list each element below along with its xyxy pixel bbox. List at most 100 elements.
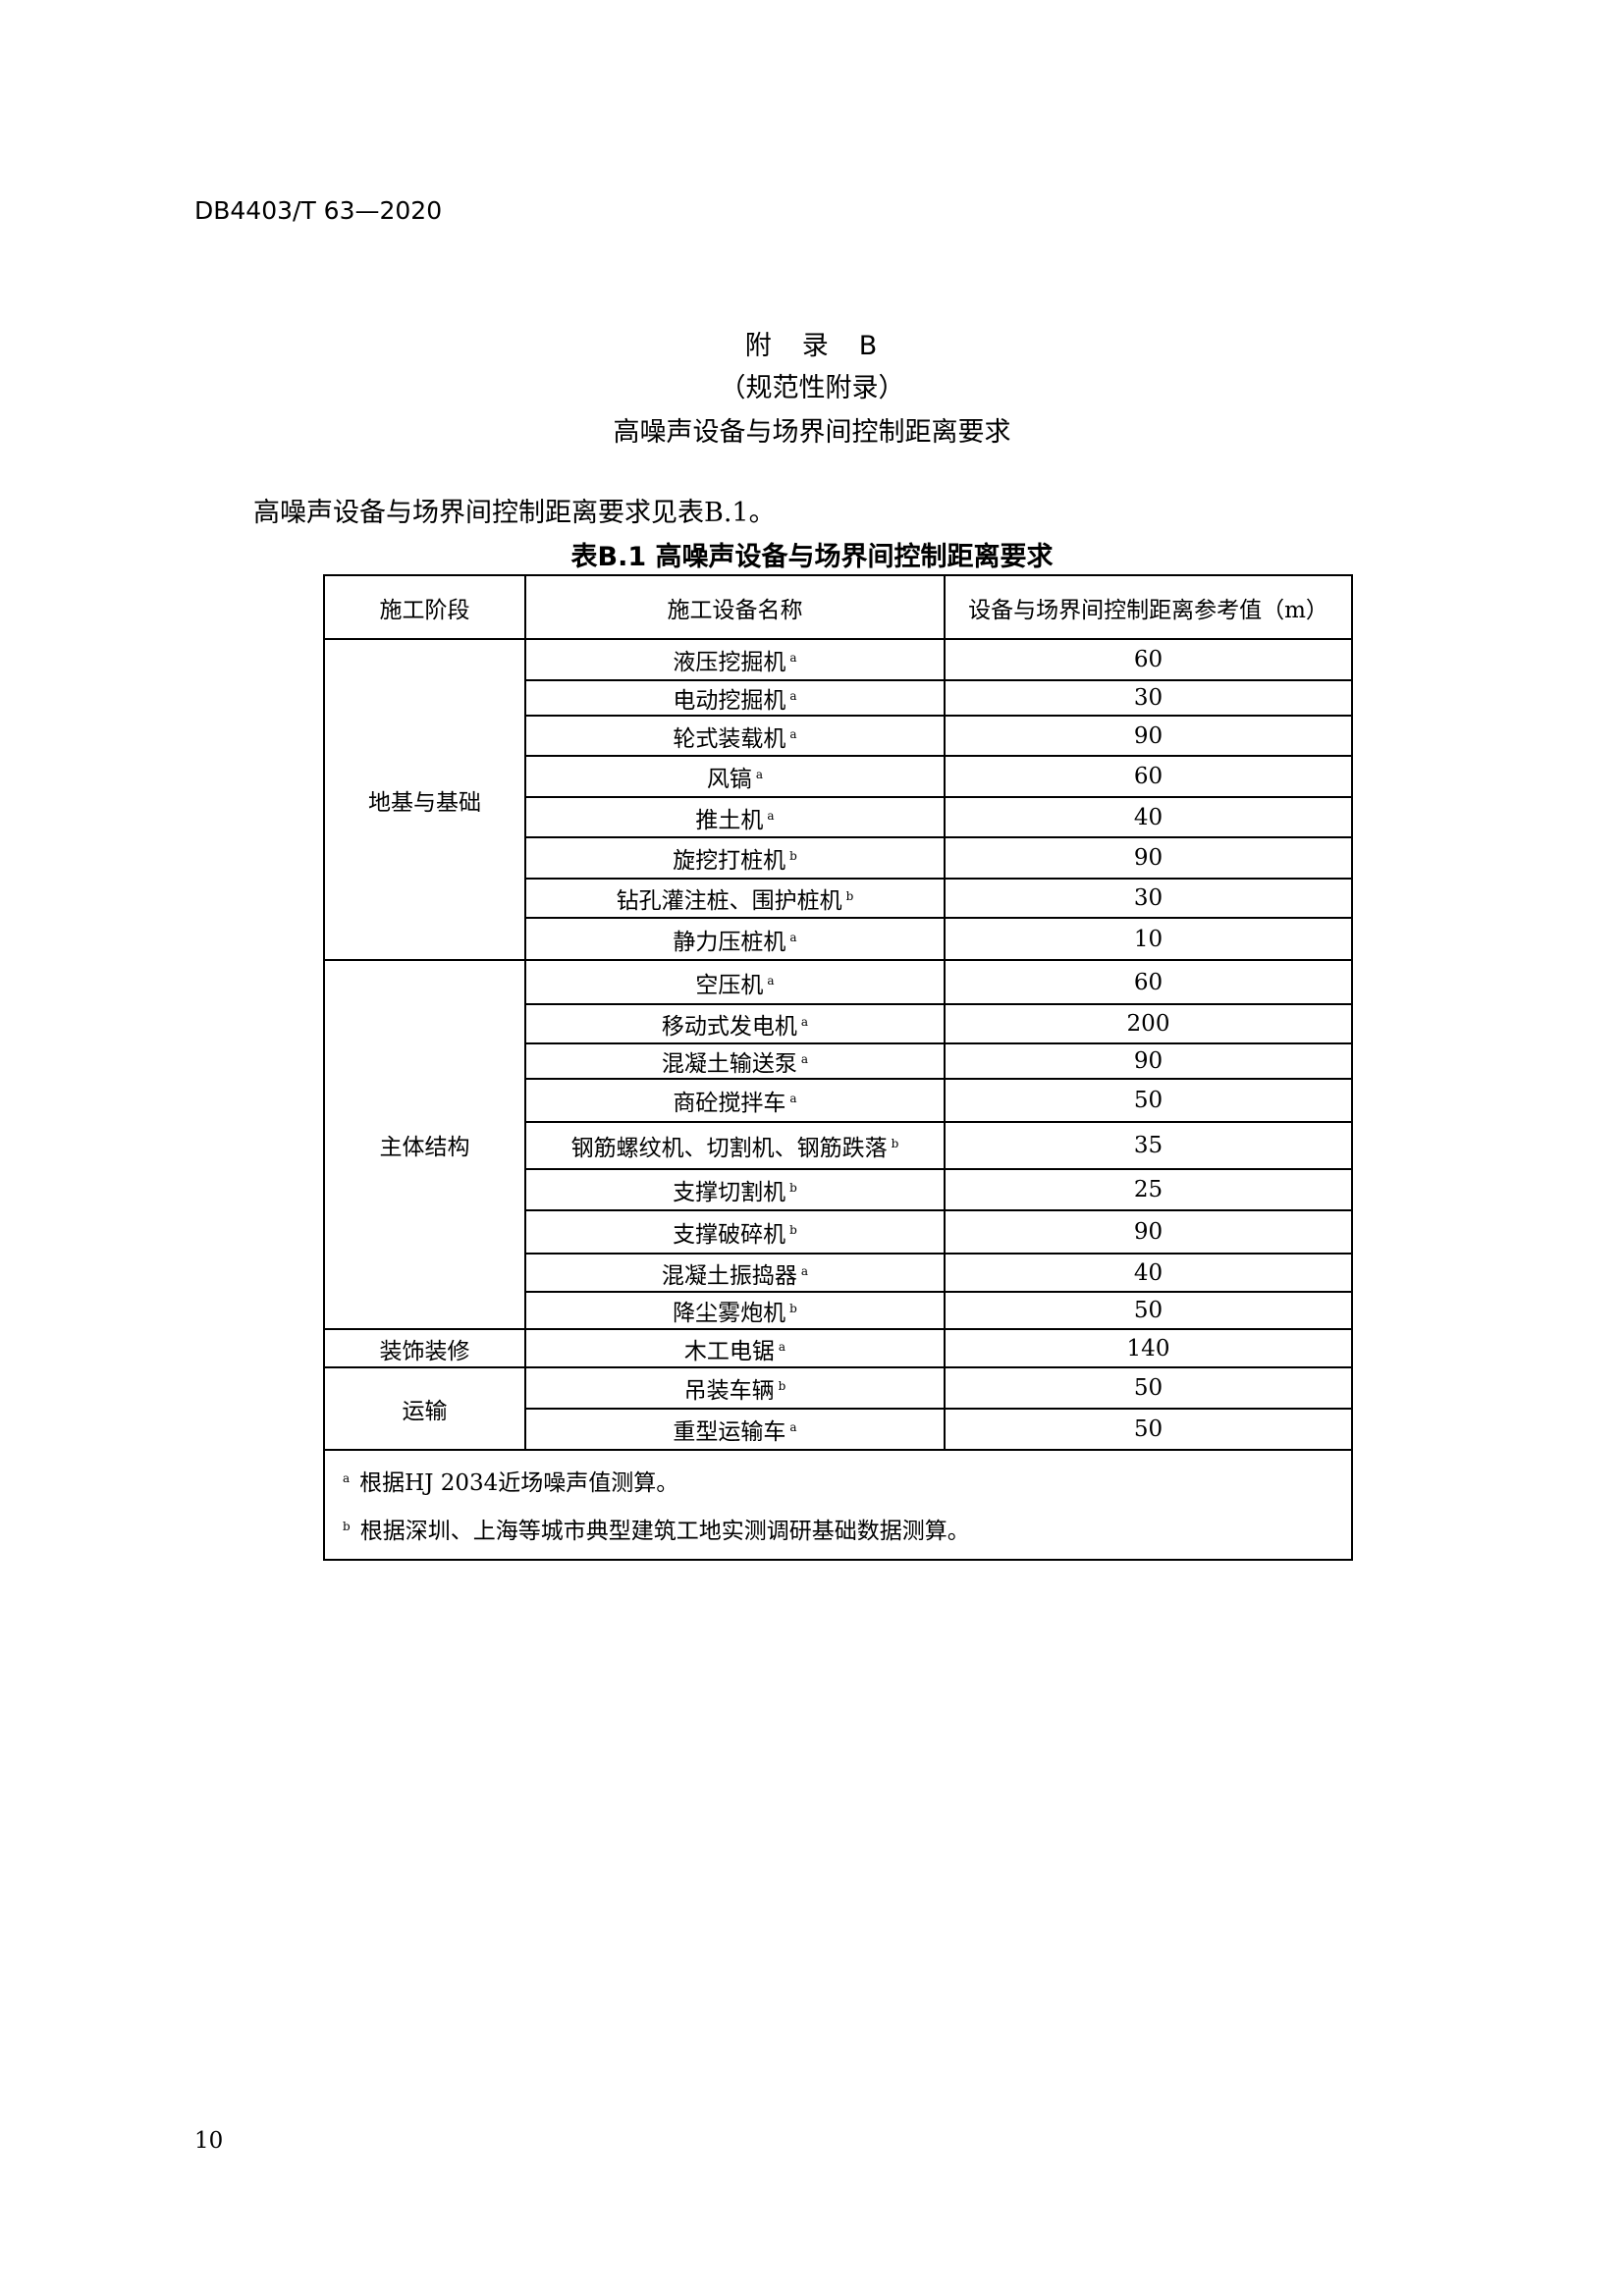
equipment-name: 支撑切割机 [673, 1180, 786, 1205]
page-number: 10 [194, 2128, 224, 2154]
equipment-name: 商砼搅拌车 [673, 1091, 786, 1116]
distance-value: 25 [944, 1168, 1353, 1211]
distance-value: 140 [944, 1328, 1353, 1368]
annex-type: （规范性附录） [719, 373, 905, 403]
distance-value: 60 [944, 638, 1353, 681]
stage-cell: 装饰装修 [323, 1328, 526, 1368]
equipment-name: 旋挖打桩机 [673, 848, 786, 874]
distance-value: 90 [944, 715, 1353, 757]
equipment-name: 吊装车辆 [683, 1378, 775, 1404]
footnote-mark: a [789, 930, 797, 944]
table-row: 旋挖打桩机 b 90 [324, 836, 1353, 880]
table-caption: 表B.1 高噪声设备与场界间控制距离要求 [570, 542, 1054, 572]
footnote-text: 根据深圳、上海等城市典型建筑工地实测调研基础数据测算。 [359, 1519, 970, 1544]
table-header-row: 施工阶段 施工设备名称 设备与场界间控制距离参考值（m） [323, 574, 1353, 640]
footnote-mark: a [789, 1092, 797, 1105]
distance-value: 30 [944, 679, 1353, 717]
column-header: 施工设备名称 [524, 574, 946, 640]
footnote-row: a 根据HJ 2034近场噪声值测算。 b 根据深圳、上海等城市典型建筑工地实测调研基… [323, 1449, 1353, 1561]
footnote: a 根据HJ 2034近场噪声值测算。 [343, 1457, 1351, 1505]
table-row: 混凝土振捣器 a 40 [324, 1253, 1353, 1293]
distance-value: 35 [944, 1121, 1353, 1170]
footnote-mark: b [891, 1137, 899, 1150]
document-number: DB4403/T 63—2020 [194, 196, 443, 225]
equipment-name: 钢筋螺纹机、切割机、钢筋跌落 [570, 1136, 888, 1161]
column-header: 施工阶段 [323, 574, 526, 640]
equipment-cell: 钻孔灌注桩、围护桩机 b [524, 878, 946, 919]
column-header: 设备与场界间控制距离参考值（m） [944, 574, 1353, 640]
table-row: 混凝土输送泵 a 90 [324, 1042, 1353, 1080]
equipment-name: 重型运输车 [673, 1419, 786, 1445]
equipment-name: 木工电锯 [683, 1338, 775, 1364]
footnote-mark: a [800, 1015, 809, 1029]
footnote-mark: a [778, 1339, 786, 1354]
distance-value: 40 [944, 1253, 1353, 1293]
equipment-name: 降尘雾炮机 [673, 1301, 786, 1326]
table-row: 轮式装载机 a 90 [324, 715, 1353, 757]
equipment-name: 风镐 [706, 767, 752, 792]
table-row: 静力压桩机 a 10 [324, 917, 1353, 961]
equipment-name: 静力压桩机 [673, 929, 786, 955]
distance-value: 40 [944, 796, 1353, 838]
equipment-cell: 电动挖掘机 a [524, 679, 946, 717]
footnote-mark: a [789, 689, 797, 703]
equipment-name: 电动挖掘机 [673, 688, 786, 714]
equipment-cell: 静力压桩机 a [524, 917, 946, 961]
table-row: 钻孔灌注桩、围护桩机 b 30 [324, 878, 1353, 919]
table-row: 支撑切割机 b 25 [324, 1168, 1353, 1211]
table-row: 装饰装修 木工电锯 a 140 [323, 1328, 1353, 1368]
table-row: 支撑破碎机 b 90 [324, 1209, 1353, 1255]
equipment-cell: 旋挖打桩机 b [524, 836, 946, 880]
equipment-name: 轮式装载机 [673, 725, 786, 752]
distance-value: 50 [944, 1078, 1353, 1123]
stage-cell: 运输 [323, 1366, 526, 1451]
footnote-mark: a [800, 1052, 809, 1066]
table-row: 降尘雾炮机 b 50 [324, 1291, 1353, 1330]
stage-cell: 主体结构 [323, 959, 526, 1330]
distance-value: 50 [944, 1408, 1353, 1451]
equipment-cell: 风镐 a [524, 755, 946, 798]
footnote-mark: b [789, 849, 797, 863]
footnote-mark: a [789, 726, 797, 741]
distance-value: 60 [944, 755, 1353, 798]
table-row: 钢筋螺纹机、切割机、钢筋跌落 b 35 [324, 1121, 1353, 1170]
equipment-cell: 降尘雾炮机 b [524, 1291, 946, 1330]
equipment-cell: 重型运输车 a [524, 1408, 946, 1451]
table-row: 风镐 a 60 [324, 755, 1353, 798]
intro-paragraph: 高噪声设备与场界间控制距离要求见表B.1。 [253, 498, 776, 528]
distance-table: 施工阶段 施工设备名称 设备与场界间控制距离参考值（m） 地基与基础 液压挖掘机 a 60 电… [323, 574, 1353, 1561]
distance-value: 90 [944, 836, 1353, 880]
footnote-mark: a [789, 651, 797, 665]
footnote-mark: b [789, 1223, 797, 1237]
distance-value: 90 [944, 1209, 1353, 1255]
equipment-cell: 移动式发电机 a [524, 1003, 946, 1044]
table-row: 移动式发电机 a 200 [324, 1003, 1353, 1044]
table-row: 主体结构 空压机 a 60 [323, 959, 1353, 1330]
footnote-mark: b [789, 1181, 797, 1195]
footnote-mark: a [789, 1420, 797, 1434]
distance-value: 200 [944, 1003, 1353, 1044]
table-row: 重型运输车 a 50 [324, 1408, 1353, 1451]
equipment-cell: 钢筋螺纹机、切割机、钢筋跌落 b [524, 1121, 946, 1170]
equipment-cell: 混凝土振捣器 a [524, 1253, 946, 1293]
footnote-text: 根据HJ 2034近场噪声值测算。 [359, 1470, 679, 1496]
annex-label: 附 录 B [744, 331, 880, 361]
equipment-cell: 液压挖掘机 a [524, 638, 946, 681]
table-row: 电动挖掘机 a 30 [324, 679, 1353, 717]
table-row: 运输 吊装车辆 b 50 [323, 1366, 1353, 1451]
distance-value: 10 [944, 917, 1353, 961]
equipment-cell: 木工电锯 a [524, 1328, 946, 1368]
distance-value: 60 [944, 959, 1353, 1005]
equipment-cell: 吊装车辆 b [524, 1366, 946, 1410]
equipment-cell: 空压机 a [524, 959, 946, 1005]
equipment-cell: 支撑破碎机 b [524, 1209, 946, 1255]
annex-title: 高噪声设备与场界间控制距离要求 [613, 417, 1011, 448]
equipment-name: 混凝土振捣器 [661, 1262, 797, 1289]
footnote-mark: b [343, 1520, 351, 1533]
footnote-mark: a [755, 768, 764, 781]
table-row: 商砼搅拌车 a 50 [324, 1078, 1353, 1123]
equipment-name: 空压机 [695, 972, 764, 998]
equipment-name: 移动式发电机 [661, 1014, 797, 1040]
equipment-cell: 支撑切割机 b [524, 1168, 946, 1211]
footnote-mark: a [800, 1263, 809, 1278]
